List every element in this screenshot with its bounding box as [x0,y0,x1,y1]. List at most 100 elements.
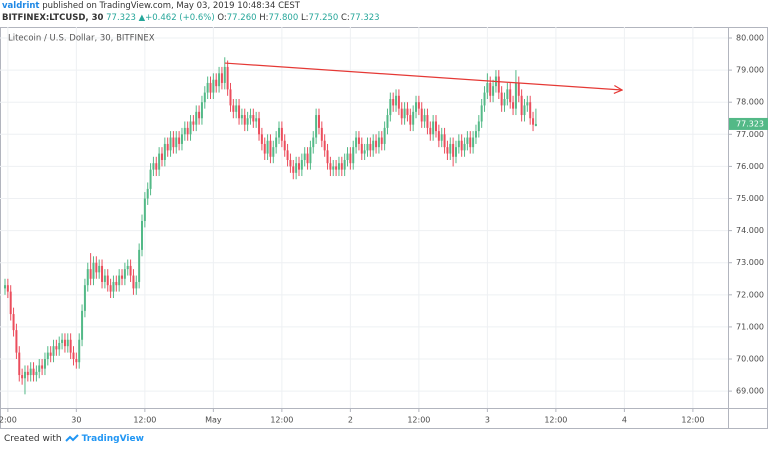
candle-body [452,143,455,157]
candle-body [195,111,198,125]
candle-body [526,102,529,106]
candle-body [317,115,320,128]
c-label: C: [341,13,350,23]
candle-body [81,310,84,340]
candle-body [203,92,206,103]
candle-body [103,275,106,282]
candle-body [46,352,49,360]
candle-body [112,281,115,292]
candle-body [41,365,44,369]
candle-body [426,115,429,128]
candle-body [163,143,166,160]
candle-body [209,82,212,93]
candle-body [260,134,263,144]
candle-body [235,105,238,112]
candle-body [220,73,223,83]
x-tick-label: 30 [71,416,81,425]
candle-body [363,150,366,154]
candle-body [32,368,35,376]
candle-body [454,147,457,157]
symbol-line: BITFINEX:LTCUSD, 30 77.323 ▲+0.462 (+0.6… [2,12,380,24]
candle-body [212,79,215,93]
candle-body [366,143,369,151]
candle-body [129,265,132,276]
candle-body [520,95,523,116]
candle-body [23,371,26,379]
candle-body [489,82,492,96]
x-tick-label: 12:00 [133,416,156,425]
candle-body [280,127,283,141]
x-tick-label: 3 [485,416,490,425]
candle-body [323,140,326,151]
candle-body [457,140,460,148]
candle-body [395,95,398,106]
candle-body [349,153,352,164]
candle-body [69,339,72,353]
candle-body [3,285,6,289]
candle-body [449,143,452,154]
arrow: ▲ [138,13,146,23]
brand[interactable]: TradingView [81,434,144,444]
candle-body [386,115,389,128]
candle-body [186,127,189,135]
candle-body [55,346,58,350]
candle-body [206,82,209,93]
candle-body [372,140,375,151]
candle-body [383,127,386,144]
candle-body [286,150,289,160]
candle-body [123,269,126,279]
candle-body [289,159,292,167]
candle-body [506,89,509,100]
candle-body [429,127,432,135]
candle-body [360,143,363,154]
x-tick-label: 12:00 [681,416,704,425]
candle-body [229,89,232,106]
y-tick-label: 72.000 [736,290,764,299]
candle-body [118,275,121,286]
candle-body [400,108,403,119]
last: 77.323 [106,13,136,23]
candle-body [417,102,420,109]
x-tick-label: 2 [348,416,353,425]
candle-body [78,339,81,363]
candle-body [355,137,358,148]
candle-body [243,115,246,125]
candle-body [435,121,437,132]
candle-body [155,163,158,170]
candle-body [66,339,69,347]
candle-body [226,66,229,90]
candle-body [483,92,486,106]
candle-body [283,140,286,151]
author[interactable]: valdrint [2,1,40,11]
h-label: H: [259,13,269,23]
candle-body [160,153,163,160]
candle-body [437,131,440,141]
candle-body [503,99,506,106]
candle-body [295,163,298,173]
candle-body [326,150,329,164]
candle-body [101,265,104,282]
candle-body [335,166,338,170]
candle-body [300,159,303,170]
candle-body [152,163,155,170]
candle-body [352,147,355,164]
candle-body [529,102,532,119]
candle-body [149,169,152,189]
candle-body [218,73,221,87]
candle-body [534,123,537,126]
created: Created with [4,434,62,444]
candle-body [143,198,146,221]
candle-body [463,143,466,151]
candle-body [432,121,435,135]
candle-body [369,143,372,151]
candle-body [126,265,129,270]
candle-body [166,143,169,151]
candle-body [509,89,512,103]
candle-body [223,66,226,83]
candle-body [158,153,161,170]
candle-body [89,269,92,279]
candle-body [92,262,95,279]
candle-body [38,365,41,372]
candle-body [169,137,172,151]
